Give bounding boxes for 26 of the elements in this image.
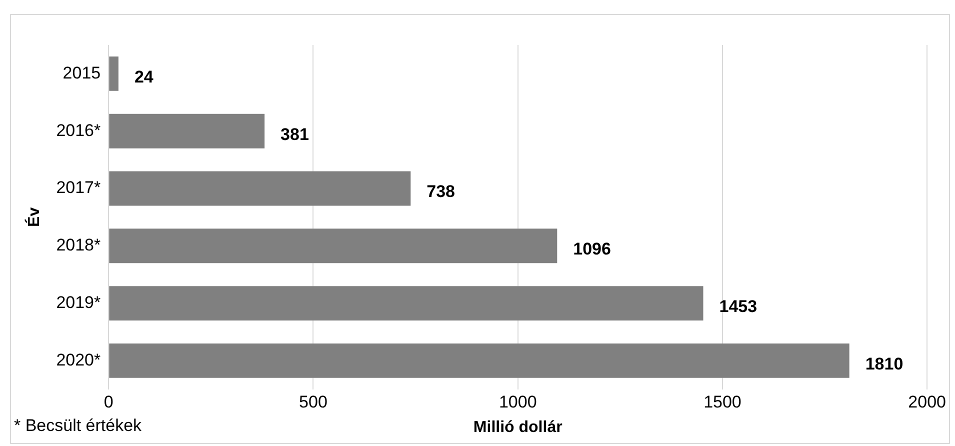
data-label: 1810 <box>865 354 904 374</box>
data-label: 381 <box>280 124 309 144</box>
bar <box>109 171 411 206</box>
data-label: 1453 <box>719 296 758 316</box>
y-tick-label: 2016* <box>56 120 102 140</box>
y-axis-title: Év <box>24 207 44 227</box>
bar <box>109 228 558 264</box>
y-tick-label: 2015 <box>62 63 101 82</box>
text: * Becsült értékek <box>14 416 142 436</box>
x-axis-title: Millió dollár <box>473 418 562 436</box>
bar <box>109 56 118 91</box>
y-tick-label: 2017* <box>56 178 102 198</box>
x-tick-label: 2000 <box>908 392 946 412</box>
bar <box>109 114 265 148</box>
x-tick-label: 0 <box>104 392 114 412</box>
y-tick-label: 2018* <box>56 236 102 255</box>
bar <box>109 343 850 378</box>
bar <box>109 286 704 321</box>
x-tick-label: 1000 <box>498 392 537 412</box>
y-tick-label: 2019* <box>56 292 102 312</box>
data-label: 738 <box>426 182 456 202</box>
x-tick-label: 500 <box>299 392 328 412</box>
data-label: 1096 <box>573 240 611 259</box>
y-tick-label: 2020* <box>56 350 102 370</box>
data-label: 24 <box>134 67 154 86</box>
x-tick-label: 1500 <box>704 392 742 412</box>
